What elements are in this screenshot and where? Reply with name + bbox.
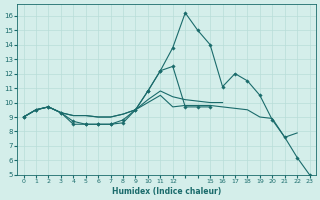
X-axis label: Humidex (Indice chaleur): Humidex (Indice chaleur) — [112, 187, 221, 196]
